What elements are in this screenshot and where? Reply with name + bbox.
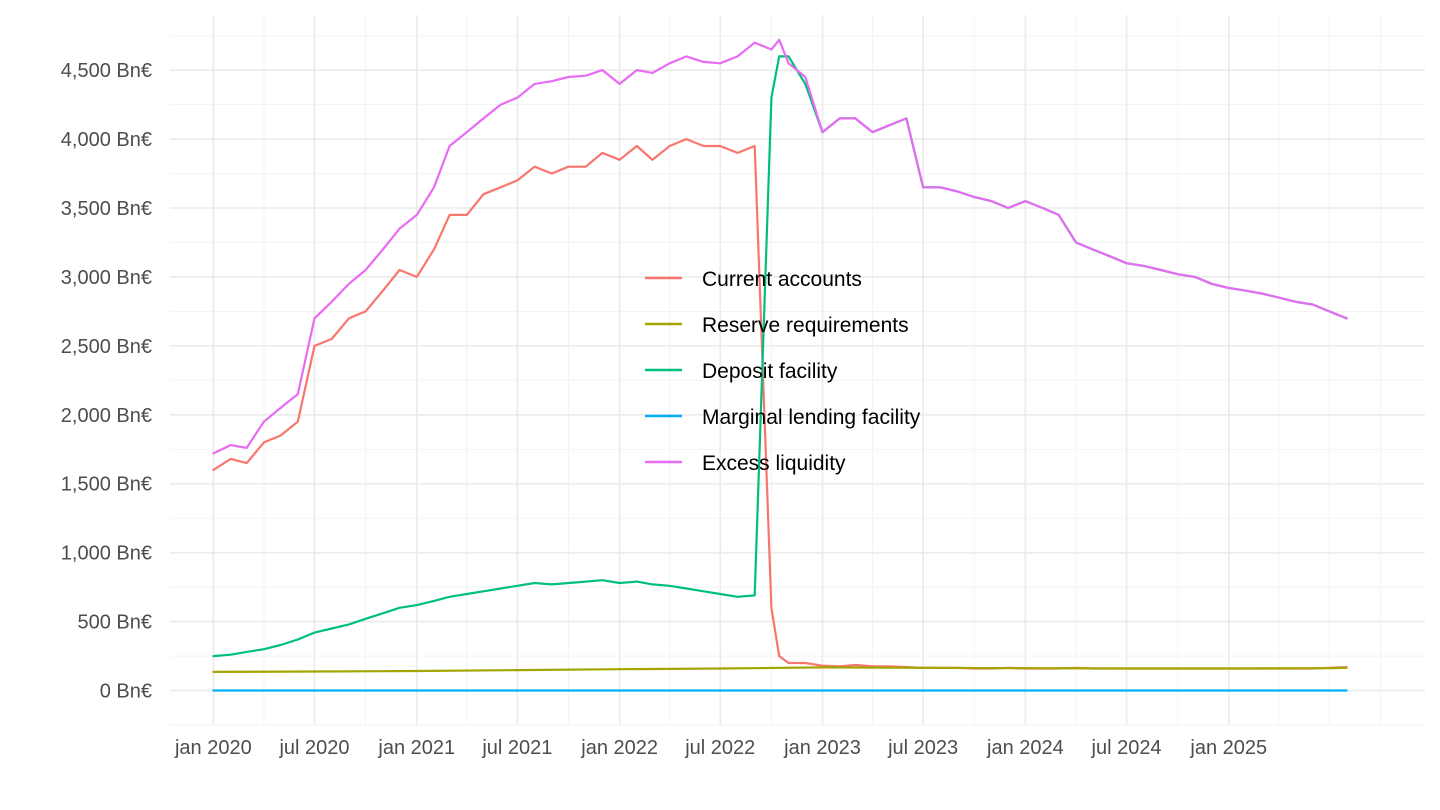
y-tick-label: 2,500 Bn€ — [61, 336, 152, 358]
legend-label-excess-liquidity: Excess liquidity — [702, 452, 846, 475]
x-tick-label: jan 2023 — [783, 737, 861, 759]
series-line-deposit-facility — [212, 55, 1348, 658]
x-tick-label: jul 2024 — [1091, 737, 1162, 759]
x-axis-tick-labels: jan 2020 jul 2020 jan 2021 jul 2021 jan 2022… — [174, 737, 1267, 759]
legend-label-reserve-requirements: Reserve requirements — [702, 314, 909, 337]
y-tick-label: 4,500 Bn€ — [61, 60, 152, 82]
y-tick-label: 1,000 Bn€ — [61, 543, 152, 565]
x-tick-label: jul 2020 — [278, 737, 349, 759]
y-tick-label: 1,500 Bn€ — [61, 474, 152, 496]
series-line-excess-liquidity — [212, 38, 1348, 455]
y-tick-label: 0 Bn€ — [100, 681, 152, 703]
legend-label-deposit-facility: Deposit facility — [702, 360, 838, 383]
y-axis-tick-labels: 0 Bn€ 500 Bn€ 1,000 Bn€ 1,500 Bn€ 2,000 Bn€ 2… — [61, 60, 152, 702]
x-tick-label: jul 2022 — [684, 737, 755, 759]
x-tick-label: jan 2024 — [986, 737, 1064, 759]
minor-grid — [170, 15, 1425, 726]
y-tick-label: 4,000 Bn€ — [61, 129, 152, 151]
x-tick-label: jan 2020 — [174, 737, 252, 759]
series-line-current-accounts — [212, 138, 1348, 670]
x-tick-label: jan 2025 — [1189, 737, 1267, 759]
x-tick-label: jul 2021 — [481, 737, 552, 759]
series-lines — [212, 38, 1348, 692]
y-tick-label: 500 Bn€ — [77, 612, 152, 634]
x-tick-label: jul 2023 — [887, 737, 958, 759]
y-tick-label: 3,500 Bn€ — [61, 198, 152, 220]
series-line-reserve-requirements — [212, 666, 1348, 674]
x-tick-label: jan 2021 — [377, 737, 455, 759]
y-tick-label: 2,000 Bn€ — [61, 405, 152, 427]
x-tick-label: jan 2022 — [580, 737, 658, 759]
legend: Current accounts Reserve requirements Depo… — [645, 268, 921, 475]
legend-label-marginal-lending-facility: Marginal lending facility — [702, 406, 921, 429]
legend-label-current-accounts: Current accounts — [702, 268, 862, 291]
y-tick-label: 3,000 Bn€ — [61, 267, 152, 289]
